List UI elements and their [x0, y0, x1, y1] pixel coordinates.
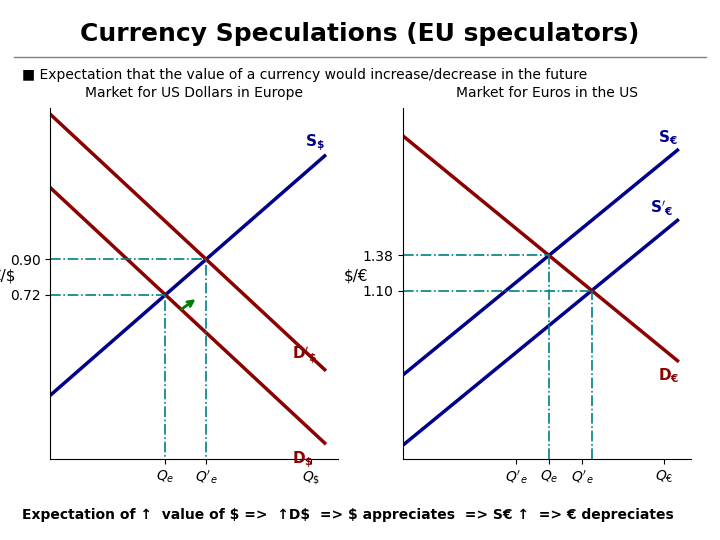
Title: Market for US Dollars in Europe: Market for US Dollars in Europe	[86, 86, 303, 100]
Text: $\mathbf{S_\$}$: $\mathbf{S_\$}$	[305, 132, 325, 153]
Title: Market for Euros in the US: Market for Euros in the US	[456, 86, 638, 100]
Text: ■ Expectation that the value of a currency would increase/decrease in the future: ■ Expectation that the value of a curren…	[22, 68, 587, 82]
Text: $\mathbf{D_\$}$: $\mathbf{D_\$}$	[292, 449, 313, 470]
Y-axis label: $/€: $/€	[343, 268, 368, 284]
Y-axis label: €/$: €/$	[0, 268, 15, 284]
Text: $\mathbf{S'_€}$: $\mathbf{S'_€}$	[650, 198, 673, 218]
Text: $\mathbf{D_€}$: $\mathbf{D_€}$	[658, 366, 680, 385]
Text: Expectation of ↑  value of $ =>  ↑D$  => $ appreciates  => S€ ↑  => € depreciate: Expectation of ↑ value of $ => ↑D$ => $ …	[22, 508, 673, 522]
Text: $\mathbf{D'_\$}$: $\mathbf{D'_\$}$	[292, 345, 317, 367]
Text: $\mathbf{S_€}$: $\mathbf{S_€}$	[658, 129, 678, 147]
Text: Currency Speculations (EU speculators): Currency Speculations (EU speculators)	[81, 22, 639, 45]
